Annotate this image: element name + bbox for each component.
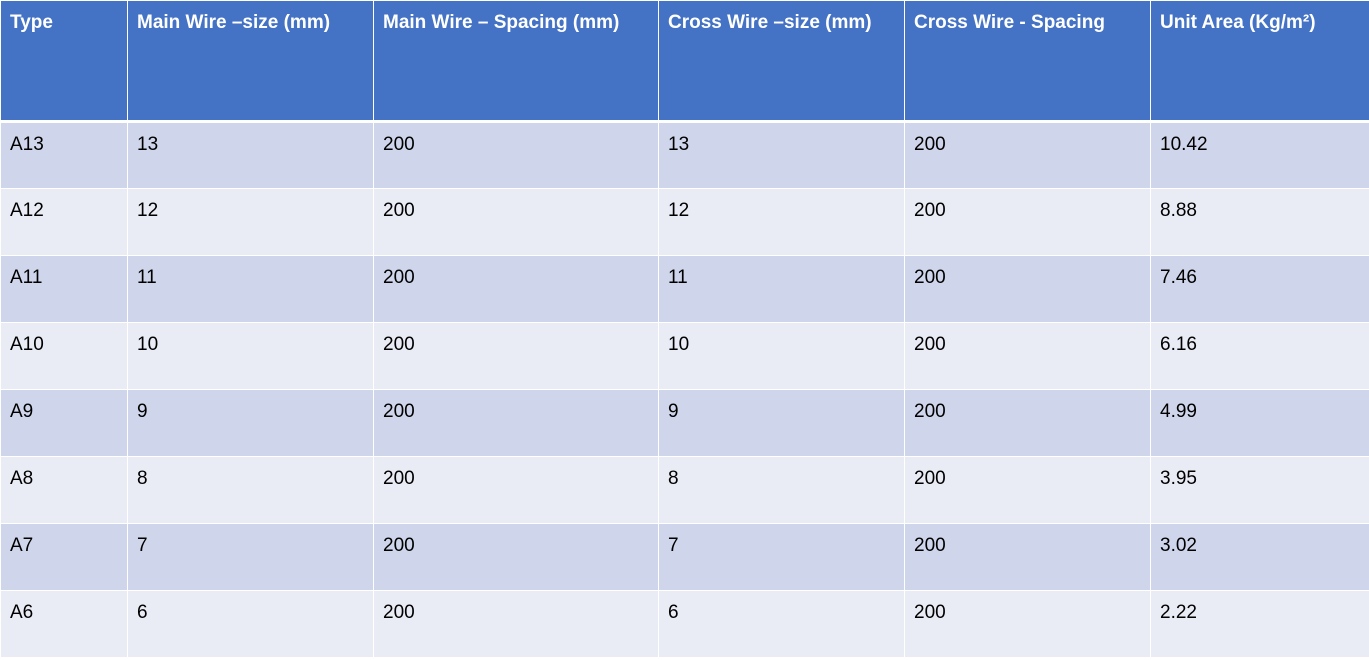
cell-main-wire-size: 13 [127, 121, 374, 189]
cell-cross-wire-size: 13 [658, 121, 905, 189]
cell-cross-wire-size: 7 [658, 523, 905, 591]
cell-cross-wire-spacing: 200 [904, 255, 1151, 323]
cell-main-wire-size: 8 [127, 456, 374, 524]
cell-unit-area: 4.99 [1150, 389, 1369, 457]
cell-cross-wire-spacing: 200 [904, 389, 1151, 457]
cell-unit-area: 8.88 [1150, 188, 1369, 256]
cell-unit-area: 7.46 [1150, 255, 1369, 323]
table-row: A12 12 200 12 200 8.88 [0, 188, 1369, 256]
header-main-wire-size: Main Wire –size (mm) [127, 0, 374, 123]
cell-cross-wire-size: 12 [658, 188, 905, 256]
header-cross-wire-spacing: Cross Wire - Spacing [904, 0, 1151, 123]
table-row: A7 7 200 7 200 3.02 [0, 523, 1369, 591]
header-main-wire-spacing: Main Wire – Spacing (mm) [373, 0, 659, 123]
cell-cross-wire-size: 6 [658, 590, 905, 658]
cell-type: A11 [0, 255, 128, 323]
table-row: A8 8 200 8 200 3.95 [0, 456, 1369, 524]
cell-unit-area: 3.02 [1150, 523, 1369, 591]
cell-cross-wire-spacing: 200 [904, 121, 1151, 189]
cell-main-wire-spacing: 200 [373, 389, 659, 457]
cell-type: A9 [0, 389, 128, 457]
table-header: Type Main Wire –size (mm) Main Wire – Sp… [0, 0, 1369, 123]
cell-main-wire-spacing: 200 [373, 255, 659, 323]
cell-cross-wire-size: 10 [658, 322, 905, 390]
cell-main-wire-size: 6 [127, 590, 374, 658]
cell-main-wire-spacing: 200 [373, 188, 659, 256]
cell-unit-area: 2.22 [1150, 590, 1369, 658]
table-body: A13 13 200 13 200 10.42 A12 12 200 12 20… [0, 121, 1369, 658]
cell-cross-wire-size: 11 [658, 255, 905, 323]
cell-unit-area: 10.42 [1150, 121, 1369, 189]
cell-type: A7 [0, 523, 128, 591]
header-cross-wire-size: Cross Wire –size (mm) [658, 0, 905, 123]
header-type: Type [0, 0, 128, 123]
cell-cross-wire-size: 8 [658, 456, 905, 524]
cell-main-wire-spacing: 200 [373, 456, 659, 524]
cell-main-wire-spacing: 200 [373, 322, 659, 390]
cell-type: A6 [0, 590, 128, 658]
table-row: A13 13 200 13 200 10.42 [0, 121, 1369, 189]
cell-unit-area: 3.95 [1150, 456, 1369, 524]
cell-cross-wire-spacing: 200 [904, 523, 1151, 591]
cell-cross-wire-spacing: 200 [904, 322, 1151, 390]
cell-main-wire-spacing: 200 [373, 121, 659, 189]
cell-cross-wire-size: 9 [658, 389, 905, 457]
cell-unit-area: 6.16 [1150, 322, 1369, 390]
table-row: A10 10 200 10 200 6.16 [0, 322, 1369, 390]
header-row: Type Main Wire –size (mm) Main Wire – Sp… [0, 0, 1369, 123]
cell-main-wire-size: 12 [127, 188, 374, 256]
cell-main-wire-size: 7 [127, 523, 374, 591]
cell-type: A8 [0, 456, 128, 524]
cell-main-wire-size: 11 [127, 255, 374, 323]
cell-main-wire-size: 10 [127, 322, 374, 390]
cell-cross-wire-spacing: 200 [904, 456, 1151, 524]
table-row: A6 6 200 6 200 2.22 [0, 590, 1369, 658]
cell-main-wire-spacing: 200 [373, 523, 659, 591]
table-row: A9 9 200 9 200 4.99 [0, 389, 1369, 457]
header-unit-area: Unit Area (Kg/m²) [1150, 0, 1369, 123]
cell-main-wire-spacing: 200 [373, 590, 659, 658]
cell-type: A10 [0, 322, 128, 390]
cell-type: A12 [0, 188, 128, 256]
cell-cross-wire-spacing: 200 [904, 188, 1151, 256]
cell-type: A13 [0, 121, 128, 189]
cell-main-wire-size: 9 [127, 389, 374, 457]
cell-cross-wire-spacing: 200 [904, 590, 1151, 658]
table-row: A11 11 200 11 200 7.46 [0, 255, 1369, 323]
